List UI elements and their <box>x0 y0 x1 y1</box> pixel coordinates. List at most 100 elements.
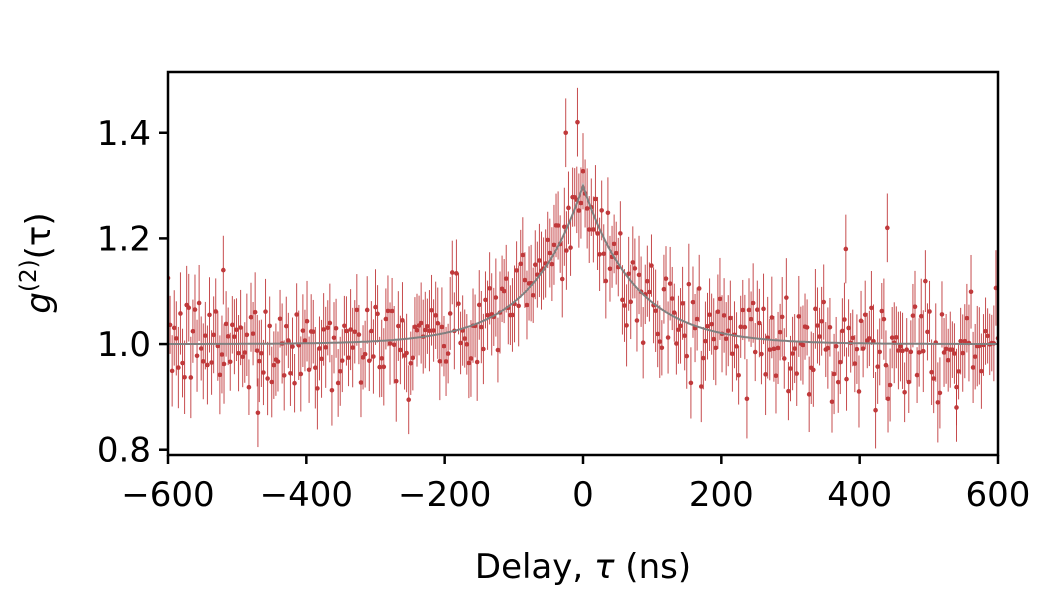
data-point <box>804 325 810 330</box>
data-point <box>358 380 364 385</box>
data-point <box>624 323 629 328</box>
data-point <box>227 359 233 365</box>
data-point <box>755 307 760 313</box>
data-point <box>381 364 387 370</box>
data-point <box>860 346 866 351</box>
data-point <box>286 338 291 343</box>
data-point <box>894 335 899 340</box>
data-point <box>555 223 561 228</box>
data-point <box>429 307 434 313</box>
data-point <box>825 345 831 351</box>
data-point <box>532 262 538 268</box>
data-point <box>622 303 627 308</box>
data-point <box>192 307 198 312</box>
data-point <box>954 384 959 390</box>
data-point <box>620 297 625 303</box>
data-point <box>775 345 781 351</box>
data-point <box>703 338 708 344</box>
x-tick-label: −400 <box>260 475 353 515</box>
data-point <box>362 351 368 357</box>
data-point <box>777 329 783 335</box>
data-point <box>840 328 845 334</box>
data-point <box>348 327 353 332</box>
data-point <box>713 345 719 351</box>
data-point <box>740 307 746 313</box>
data-point <box>881 316 887 322</box>
data-point <box>742 324 748 330</box>
data-point <box>447 311 453 316</box>
data-point <box>887 382 893 388</box>
data-point <box>663 276 669 281</box>
data-point <box>925 329 930 335</box>
data-point <box>223 321 229 327</box>
data-point <box>547 250 553 256</box>
data-point <box>902 389 907 395</box>
data-point <box>647 289 652 295</box>
data-point <box>912 304 918 309</box>
y-tick-label: 1.0 <box>97 325 151 365</box>
data-point <box>734 344 739 349</box>
data-point <box>680 301 685 306</box>
data-point <box>414 327 420 333</box>
data-point <box>696 286 702 291</box>
data-point <box>889 335 895 340</box>
data-point <box>319 356 324 362</box>
data-point <box>806 392 812 397</box>
data-point <box>431 328 436 333</box>
data-point <box>786 388 791 394</box>
data-point <box>678 323 683 329</box>
data-point <box>597 252 602 257</box>
data-point <box>794 371 800 376</box>
data-point <box>331 335 337 341</box>
data-point <box>443 359 449 364</box>
data-point <box>576 208 582 213</box>
data-point <box>669 296 675 301</box>
data-point <box>468 356 474 361</box>
data-point <box>510 312 515 318</box>
data-point <box>283 323 289 329</box>
data-point <box>304 318 310 324</box>
data-point <box>530 292 536 298</box>
y-axis-ticks: 0.8 1.0 1.2 1.4 <box>97 114 168 471</box>
data-point <box>240 354 245 360</box>
data-point <box>943 346 949 352</box>
data-point <box>690 299 696 305</box>
data-point <box>333 325 339 331</box>
data-point <box>479 324 484 330</box>
data-point <box>257 358 262 364</box>
data-point <box>481 346 486 352</box>
data-point <box>200 359 206 364</box>
data-point <box>937 390 943 396</box>
data-point <box>709 321 714 327</box>
data-point <box>914 372 920 378</box>
data-point <box>935 400 941 405</box>
data-point <box>255 410 261 416</box>
data-point <box>198 346 204 351</box>
data-point <box>495 347 501 353</box>
data-point <box>856 389 862 394</box>
data-point <box>858 318 864 324</box>
data-point <box>595 231 600 236</box>
data-point <box>599 208 604 213</box>
data-point <box>867 336 872 341</box>
x-tick-label: −600 <box>121 475 214 515</box>
data-point <box>387 341 393 346</box>
data-point <box>385 308 391 314</box>
data-point <box>896 348 901 353</box>
data-point <box>562 224 567 230</box>
data-point <box>456 301 461 307</box>
y-axis-title-sup: (2) <box>16 259 42 292</box>
data-point <box>900 348 905 354</box>
data-point <box>748 316 754 322</box>
data-point <box>371 354 376 359</box>
data-point <box>694 316 700 322</box>
data-point <box>584 206 590 211</box>
data-point <box>391 342 397 348</box>
data-point <box>545 237 551 243</box>
data-point <box>267 323 272 329</box>
data-point <box>960 350 966 356</box>
data-point <box>958 338 963 344</box>
data-point <box>493 295 499 300</box>
data-point <box>217 372 223 378</box>
